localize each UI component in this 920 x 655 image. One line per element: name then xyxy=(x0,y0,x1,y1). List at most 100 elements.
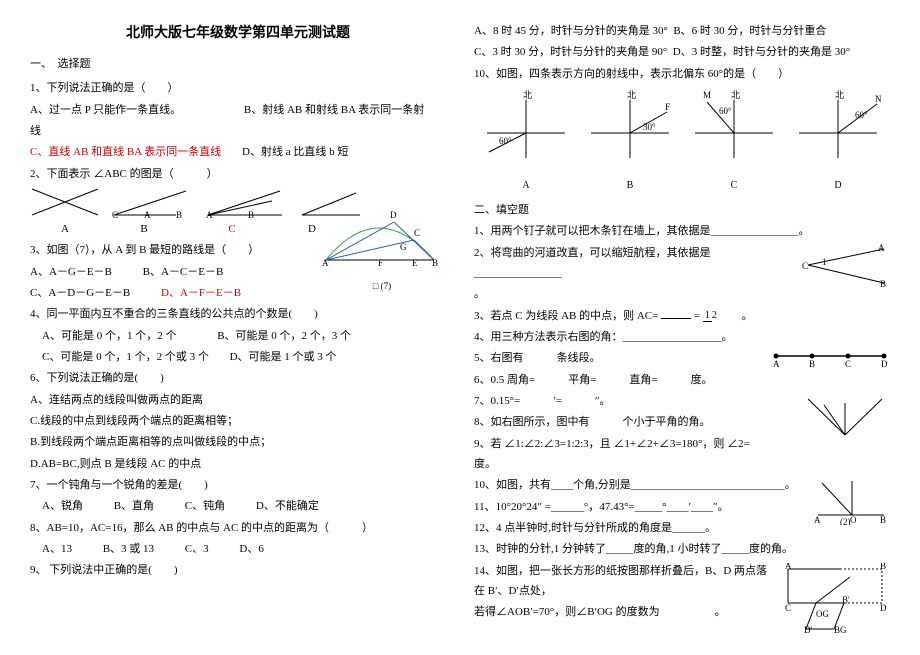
dir-cap-c: C xyxy=(689,177,779,196)
fig7-caption: □ (7) xyxy=(318,278,446,295)
svg-text:(2): (2) xyxy=(840,517,851,525)
f14: 14、如图，把一张长方形的纸按图那样折叠后，B、D 两点落在 B′、D′点处， xyxy=(474,565,767,597)
f7: 7、0.15°= ′= ″。 xyxy=(474,395,611,407)
q7-opt-c: C、钝角 xyxy=(185,500,225,512)
angle-fig-3: A O B (2) xyxy=(808,475,890,525)
f2-row: A C 1 B 2、将弯曲的河道改直，可以缩短航程，其依据是__________… xyxy=(474,243,890,284)
direction-figs: 北 60° A 北 F 30° B xyxy=(474,88,890,196)
svg-text:B': B' xyxy=(842,595,850,605)
q1-opts-row2: C、直线 AB 和直线 BA 表示同一条直线 D、射线 a 比直线 b 短 xyxy=(30,142,446,162)
svg-text:A: A xyxy=(773,359,780,368)
section-1-heading: 一、 选择题 xyxy=(30,54,446,74)
q8-opt-d: D、6 xyxy=(239,543,263,555)
q7-opt-a: A、锐角 xyxy=(42,500,83,512)
svg-text:O: O xyxy=(850,515,857,525)
f4: 4、用三种方法表示右图的角：__________________。 xyxy=(474,327,890,347)
svg-text:A: A xyxy=(322,258,329,268)
segment-fig: A B C D xyxy=(770,348,890,368)
svg-text:A: A xyxy=(144,210,151,219)
q6-opt-b: C.线段的中点到线段两个端点的距离相等； xyxy=(30,411,446,431)
q2-opt-c: C xyxy=(188,219,276,239)
q1-opt-d: D、射线 a 比直线 b 短 xyxy=(242,146,348,158)
f7-row: 7、0.15°= ′= ″。 xyxy=(474,391,890,411)
svg-text:B: B xyxy=(176,210,182,219)
svg-text:BG: BG xyxy=(834,625,847,635)
right-column: A、8 时 45 分，时针与分针的夹角是 30° B、6 时 30 分，时针与分… xyxy=(474,20,890,635)
q9: 9、 下列说法中正确的是( ) xyxy=(30,560,446,580)
svg-text:G: G xyxy=(400,242,407,252)
f1: 1、用两个钉子就可以把木条钉在墙上，其依据是________________。 xyxy=(474,221,890,241)
svg-text:30°: 30° xyxy=(643,122,656,132)
q7-opt-d: D、不能确定 xyxy=(256,500,319,512)
q1-opt-b2: 线 xyxy=(30,121,446,141)
q7-opt-b: B、直角 xyxy=(114,500,154,512)
svg-text:北: 北 xyxy=(523,90,532,100)
dir-fig-b: 北 F 30° B xyxy=(585,88,675,196)
q10: 10、如图，四条表示方向的射线中，表示北偏东 60°的是（ ） xyxy=(474,64,890,84)
q8-opt-b: B、3 或 13 xyxy=(103,543,154,555)
fold-fig: A B C D BG OG B' D' xyxy=(780,563,890,635)
q8-opt-c: C、3 xyxy=(185,543,209,555)
dir-cap-a: A xyxy=(481,177,571,196)
fig-7: AB FE DC G □ (7) xyxy=(318,200,446,294)
q3-opt-d: D、A－F－E－B xyxy=(161,287,241,299)
q1: 1、下列说法正确的是（ ） xyxy=(30,78,446,98)
svg-text:E: E xyxy=(412,258,418,268)
q2-opt-a: A xyxy=(30,219,100,239)
f3: 3、若点 C 为线段 AB 的中点，则 AC= = 12 。 xyxy=(474,306,890,326)
svg-text:B: B xyxy=(880,279,886,287)
svg-text:北: 北 xyxy=(835,90,844,100)
svg-text:C: C xyxy=(845,359,851,368)
svg-text:A: A xyxy=(878,243,885,253)
svg-text:C: C xyxy=(802,261,808,271)
svg-text:F: F xyxy=(665,102,670,112)
q8: 8、AB=10，AC=16，那么 AB 的中点与 AC 的中点的距离为（ ） xyxy=(30,518,446,538)
f3-a: 3、若点 C 为线段 AB 的中点，则 AC= xyxy=(474,310,658,322)
q9-opt-d: D、3 时整，时针与分针的夹角是 30° xyxy=(673,46,850,58)
q7-opts: A、锐角 B、直角 C、钝角 D、不能确定 xyxy=(30,496,446,516)
q2-fig-b: CAB xyxy=(106,185,194,219)
f5-row: A B C D 5、右图有 条线段。 xyxy=(474,348,890,368)
q2: 2、下面表示 ∠ABC 的图是（ ） xyxy=(30,164,446,184)
q9-opt-c: C、3 时 30 分，时针与分针的夹角是 90° xyxy=(474,46,667,58)
svg-text:北: 北 xyxy=(731,90,740,100)
f9: 9、若 ∠1:∠2:∠3=1:2:3，且 ∠1+∠2+∠3=180°，则 ∠2=… xyxy=(474,434,890,475)
svg-text:B: B xyxy=(880,515,886,525)
q2-fig-a xyxy=(30,185,100,219)
svg-text:B: B xyxy=(432,258,438,268)
svg-text:D: D xyxy=(880,603,887,613)
f10: 10、如图，共有____个角,分别是______________________… xyxy=(474,479,796,491)
q6-opt-d: D.AB=BC,则点 B 是线段 AC 的中点 xyxy=(30,454,446,474)
q9-opt-a: A、8 时 45 分，时针与分针的夹角是 30° xyxy=(474,25,668,37)
f13: 13、时钟的分针,1 分钟转了_____度的角,1 小时转了_____度的角。 xyxy=(474,539,890,559)
f5: 5、右图有 条线段。 xyxy=(474,352,601,364)
dir-fig-c: M 北 60° C xyxy=(689,88,779,196)
f6: 6、0.5 周角= 平角= 直角= 度。 xyxy=(474,370,890,390)
dir-fig-d: 北 N 60° D xyxy=(793,88,883,196)
svg-text:M: M xyxy=(703,90,711,100)
q4-row2: C、可能是 0 个，1 个，2 个或 3 个 D、可能是 1 个或 3 个 xyxy=(30,347,446,367)
left-column: 北师大版七年级数学第四单元测试题 一、 选择题 1、下列说法正确的是（ ） A、… xyxy=(30,20,446,635)
svg-text:C: C xyxy=(414,228,420,238)
q4-row1: A、可能是 0 个，1 个，2 个 B、可能是 0 个，2 个，3 个 xyxy=(30,326,446,346)
svg-text:A: A xyxy=(814,515,821,525)
dir-fig-a: 北 60° A xyxy=(481,88,571,196)
svg-text:60°: 60° xyxy=(499,136,512,146)
q6-opt-c: B.到线段两个端点距离相等的点叫做线段的中点； xyxy=(30,432,446,452)
svg-text:D: D xyxy=(881,359,888,368)
svg-text:B: B xyxy=(809,359,815,368)
q4: 4、同一平面内互不重合的三条直线的公共点的个数是( ) xyxy=(30,304,446,324)
svg-text:N: N xyxy=(875,94,882,104)
q3-opt-b: B、A－C－E－B xyxy=(143,266,224,278)
q1-opt-a: A、过一点 P 只能作一条直线。 xyxy=(30,104,181,116)
angle-fig: A C 1 B xyxy=(800,243,890,287)
f2: 2、将弯曲的河道改直，可以缩短航程，其依据是________________ xyxy=(474,247,711,279)
svg-text:OG: OG xyxy=(816,609,829,619)
svg-text:60°: 60° xyxy=(719,106,732,116)
svg-text:C: C xyxy=(785,603,791,613)
f3-c: 。 xyxy=(720,310,753,322)
q4-opt-a: A、可能是 0 个，1 个，2 个 xyxy=(42,330,176,342)
q7: 7、一个钝角与一个锐角的差是( ) xyxy=(30,475,446,495)
f3-eq: = xyxy=(694,310,700,322)
q6-opt-a: A、连结两点的线段叫做两点的距离 xyxy=(30,390,446,410)
